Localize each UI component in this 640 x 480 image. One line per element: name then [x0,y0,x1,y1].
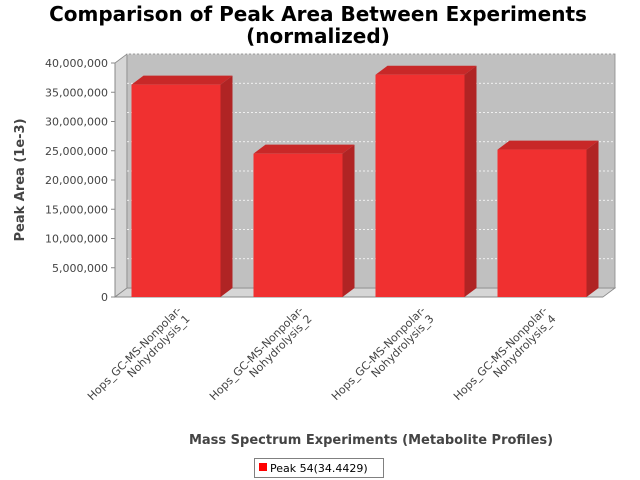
x-tick-label: Hops_GC-MS-Nonpolar-Nohydrolysis_1 [85,304,193,412]
bar [254,154,343,297]
legend-swatch [259,463,267,471]
x-tick-label: Hops_GC-MS-Nonpolar-Nohydrolysis_2 [207,304,315,412]
y-tick-label: 30,000,000 [45,116,108,129]
y-tick-label: 15,000,000 [45,203,108,216]
x-tick-label-line1: Hops_GC-MS-Nonpolar- [329,304,428,403]
x-axis-ticks: Hops_GC-MS-Nonpolar-Nohydrolysis_1 Hops_G… [85,304,559,412]
x-tick-label: Hops_GC-MS-Nonpolar-Nohydrolysis_3 [329,304,437,412]
x-tick-label: Hops_GC-MS-Nonpolar-Nohydrolysis_4 [451,304,559,412]
x-axis-label: Mass Spectrum Experiments (Metabolite Pr… [189,433,553,448]
y-tick-label: 5,000,000 [52,262,108,275]
y-axis-ticks: 0 5,000,000 10,000,000 15,000,000 20,000,000… [45,57,115,304]
y-tick-label: 10,000,000 [45,233,108,246]
bar [132,85,221,297]
x-tick-label-line1: Hops_GC-MS-Nonpolar- [451,304,550,403]
y-tick-label: 25,000,000 [45,145,108,158]
x-tick-label-line1: Hops_GC-MS-Nonpolar- [207,304,306,403]
bar-top [376,66,477,75]
bar-top [254,145,355,154]
legend: Peak 54(34.4429) [255,459,384,478]
bar-side [221,76,233,297]
y-tick-label: 0 [101,291,108,304]
bar-top [132,76,233,85]
bar-top [498,141,599,150]
chart-title-line2: (normalized) [246,24,390,48]
bar-side [343,145,355,297]
x-tick-label-line1: Hops_GC-MS-Nonpolar- [85,304,184,403]
plot-left-wall [115,54,127,297]
bar [376,75,465,297]
y-tick-label: 35,000,000 [45,86,108,99]
bar-side [465,66,477,297]
legend-entry-peak-54: Peak 54(34.4429) [270,462,368,475]
bar [498,150,587,297]
y-tick-label: 20,000,000 [45,174,108,187]
y-tick-label: 40,000,000 [45,57,108,70]
bar-side [587,141,599,297]
chart-title-line1: Comparison of Peak Area Between Experime… [49,2,587,26]
y-axis-label: Peak Area (1e-3) [13,118,28,241]
